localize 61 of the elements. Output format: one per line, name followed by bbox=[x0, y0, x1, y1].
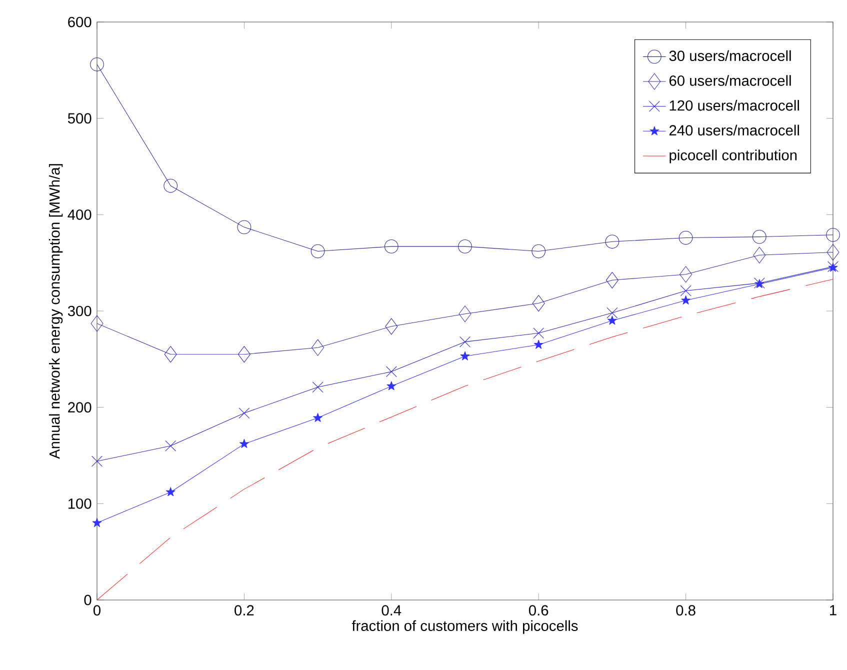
legend-label: 120 users/macrocell bbox=[670, 100, 799, 111]
y-tick-label: 100 bbox=[68, 498, 92, 509]
point bbox=[164, 178, 178, 193]
point bbox=[532, 295, 545, 312]
y-tick-label: 200 bbox=[68, 402, 92, 413]
y-axis-title: Annual network energy consumption [MWh/a] bbox=[49, 164, 63, 459]
point bbox=[237, 220, 252, 234]
point bbox=[238, 346, 250, 363]
line-series bbox=[97, 278, 833, 600]
point bbox=[312, 339, 324, 356]
point bbox=[92, 456, 102, 467]
point bbox=[386, 381, 396, 390]
point bbox=[752, 230, 766, 244]
y-tick-label: 600 bbox=[68, 16, 92, 28]
y-tick-label: 400 bbox=[68, 209, 92, 220]
point bbox=[680, 266, 692, 283]
point bbox=[458, 240, 472, 254]
point bbox=[313, 412, 323, 422]
point bbox=[164, 346, 177, 363]
x-tick-label: 0.8 bbox=[676, 605, 696, 616]
point bbox=[607, 316, 617, 325]
point bbox=[460, 336, 470, 348]
point bbox=[606, 272, 618, 288]
legend-label: 60 users/macrocell bbox=[670, 75, 791, 86]
point bbox=[239, 438, 249, 448]
point bbox=[532, 244, 546, 258]
point bbox=[165, 440, 176, 452]
y-tick-label: 0 bbox=[84, 594, 92, 606]
point bbox=[605, 234, 620, 249]
point bbox=[826, 228, 840, 242]
x-tick-label: 0.6 bbox=[528, 605, 548, 616]
point bbox=[90, 315, 104, 332]
point bbox=[534, 340, 544, 349]
x-axis-title: fraction of customers with picocells bbox=[352, 620, 578, 634]
point bbox=[681, 295, 691, 304]
point bbox=[384, 240, 398, 254]
point bbox=[90, 57, 104, 72]
point bbox=[238, 408, 250, 419]
legend-label: picocell contribution bbox=[670, 150, 797, 164]
x-tick-label: 0 bbox=[93, 605, 100, 616]
point bbox=[533, 328, 544, 339]
point bbox=[458, 306, 472, 322]
y-tick-label: 500 bbox=[68, 113, 92, 124]
point bbox=[753, 246, 766, 264]
point bbox=[385, 318, 398, 335]
x-tick-label: 0.4 bbox=[382, 605, 402, 616]
point bbox=[310, 244, 325, 258]
point bbox=[606, 307, 618, 318]
point bbox=[826, 244, 840, 260]
point bbox=[678, 230, 693, 245]
point bbox=[460, 351, 470, 360]
x-tick-label: 0.2 bbox=[234, 605, 254, 616]
point bbox=[680, 285, 692, 296]
y-tick-label: 300 bbox=[68, 306, 92, 316]
legend-label: 240 users/macrocell bbox=[669, 124, 799, 136]
point bbox=[312, 382, 324, 393]
point bbox=[386, 366, 397, 378]
point bbox=[92, 518, 102, 527]
legend-label: 30 users/macrocell bbox=[669, 50, 791, 62]
x-tick-label: 1 bbox=[830, 605, 836, 616]
point bbox=[166, 487, 176, 496]
